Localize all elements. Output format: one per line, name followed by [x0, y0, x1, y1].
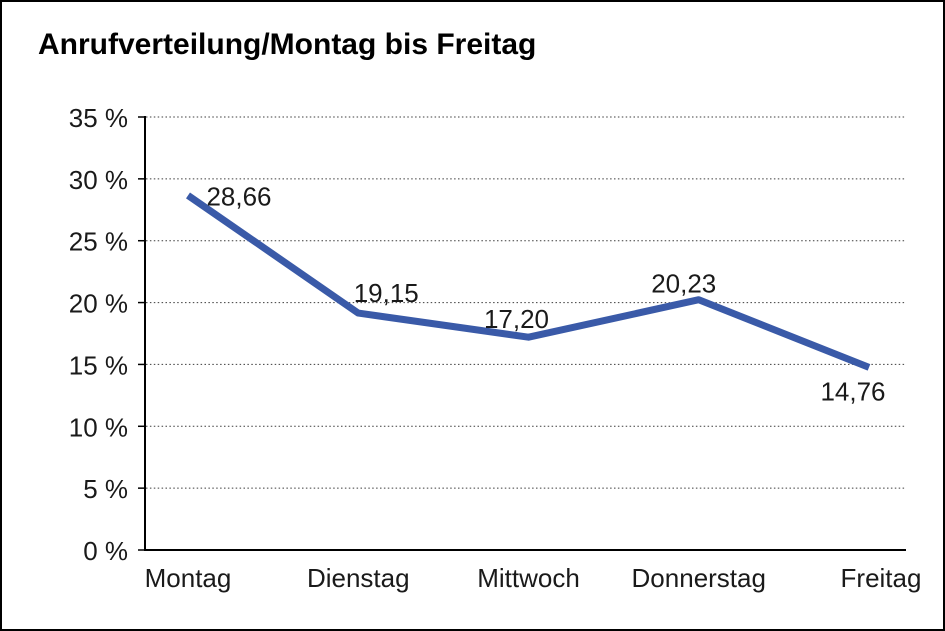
- y-tick-label: 30 %: [69, 165, 128, 195]
- x-axis-label: Montag: [145, 563, 232, 593]
- chart-title: Anrufverteilung/Montag bis Freitag: [38, 28, 537, 61]
- y-tick-label: 0 %: [83, 536, 128, 566]
- data-point-label: 17,20: [484, 304, 549, 334]
- data-point-label: 14,76: [820, 376, 885, 406]
- x-axis-label: Freitag: [841, 563, 922, 593]
- data-line: [186, 192, 871, 371]
- y-tick-label: 35 %: [69, 103, 128, 133]
- y-tick-label: 10 %: [69, 412, 128, 442]
- y-tick-label: 5 %: [83, 474, 128, 504]
- x-axis-label: Dienstag: [307, 563, 410, 593]
- y-tick-label: 15 %: [69, 350, 128, 380]
- y-tick-label: 25 %: [69, 227, 128, 257]
- x-axis-label: Donnerstag: [632, 563, 766, 593]
- data-point-label: 28,66: [206, 181, 271, 211]
- x-axis-label: Mittwoch: [477, 563, 580, 593]
- y-tick-label: 20 %: [69, 289, 128, 319]
- data-point-label: 19,15: [354, 278, 419, 308]
- data-point-label: 20,23: [651, 269, 716, 299]
